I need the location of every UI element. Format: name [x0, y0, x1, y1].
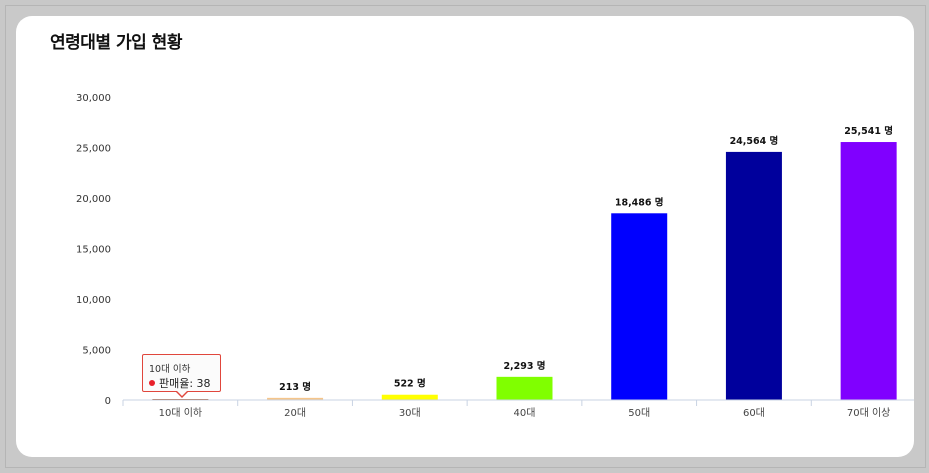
- chart-tooltip: 10대 이하 판매율: 38: [142, 354, 221, 398]
- x-tick-label: 20대: [284, 407, 306, 419]
- x-tick-label: 70대 이상: [847, 407, 891, 419]
- data-label: 18,486 명: [615, 196, 664, 208]
- x-tick-label: 30대: [399, 407, 421, 419]
- bar: [381, 394, 438, 400]
- bar: [267, 397, 324, 400]
- y-tick-label: 15,000: [76, 245, 111, 256]
- bar: [725, 151, 782, 400]
- data-label: 24,564 명: [730, 135, 779, 147]
- y-tick-label: 0: [105, 396, 111, 407]
- bar: [496, 376, 553, 400]
- tooltip-marker-icon: [149, 380, 155, 386]
- y-tick-label: 20,000: [76, 194, 111, 205]
- x-tick-label: 60대: [743, 407, 765, 419]
- bar: [840, 142, 897, 400]
- chart-card: 연령대별 가입 현황 0 5,000 10,000 15,000 20,000 25,00…: [16, 16, 914, 457]
- x-tick-label: 40대: [514, 407, 536, 419]
- y-tick-label: 25,000: [76, 144, 111, 155]
- x-tick-label: 50대: [628, 407, 650, 419]
- data-label: 213 명: [279, 381, 311, 393]
- chart-title: 연령대별 가입 현황: [50, 33, 182, 53]
- data-label: 2,293 명: [503, 360, 545, 372]
- y-tick-label: 10,000: [76, 295, 111, 306]
- bar-chart: 0 5,000 10,000 15,000 20,000 25,000 30,000 10대 …: [76, 93, 914, 419]
- tooltip-value-row: 판매율: 38: [149, 375, 211, 391]
- bar: [611, 213, 668, 400]
- y-tick-label: 5,000: [82, 346, 111, 357]
- tooltip-category: 10대 이하: [149, 364, 191, 375]
- x-tick-label: 10대 이하: [159, 406, 203, 419]
- data-label: 522 명: [394, 378, 426, 390]
- y-tick-label: 30,000: [76, 93, 111, 104]
- tooltip-value: 판매율: 38: [159, 377, 211, 390]
- data-label: 25,541 명: [844, 125, 893, 137]
